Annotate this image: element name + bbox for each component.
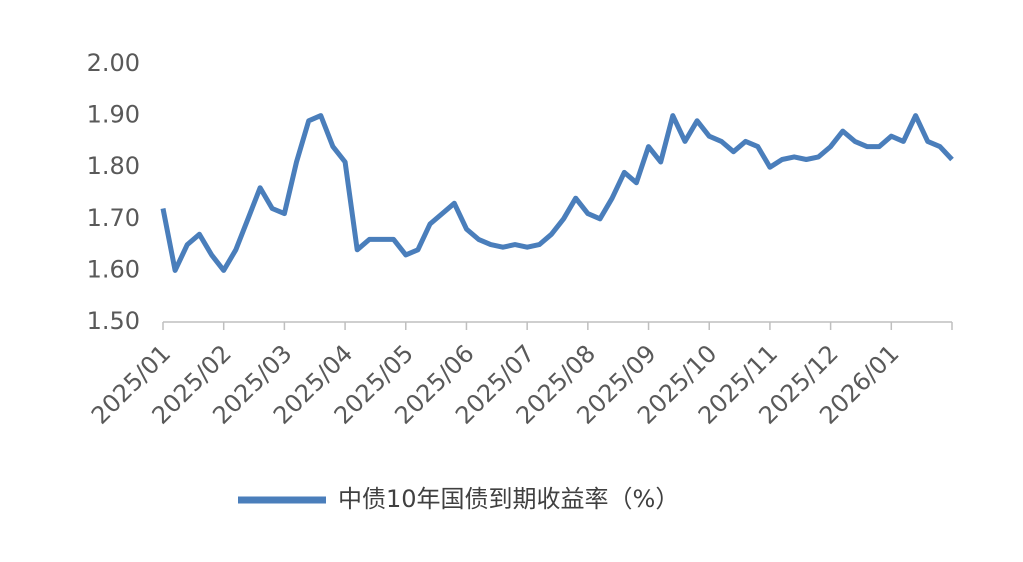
y-tick-label: 1.90	[87, 101, 140, 129]
y-tick-label: 1.70	[87, 204, 140, 232]
legend-label: 中债10年国债到期收益率（%）	[338, 485, 679, 513]
data-line	[160, 113, 954, 273]
y-tick-label: 2.00	[87, 49, 140, 77]
y-tick-label: 1.80	[87, 152, 140, 180]
y-tick-label: 1.50	[87, 307, 140, 335]
y-tick-label: 1.60	[87, 255, 140, 283]
